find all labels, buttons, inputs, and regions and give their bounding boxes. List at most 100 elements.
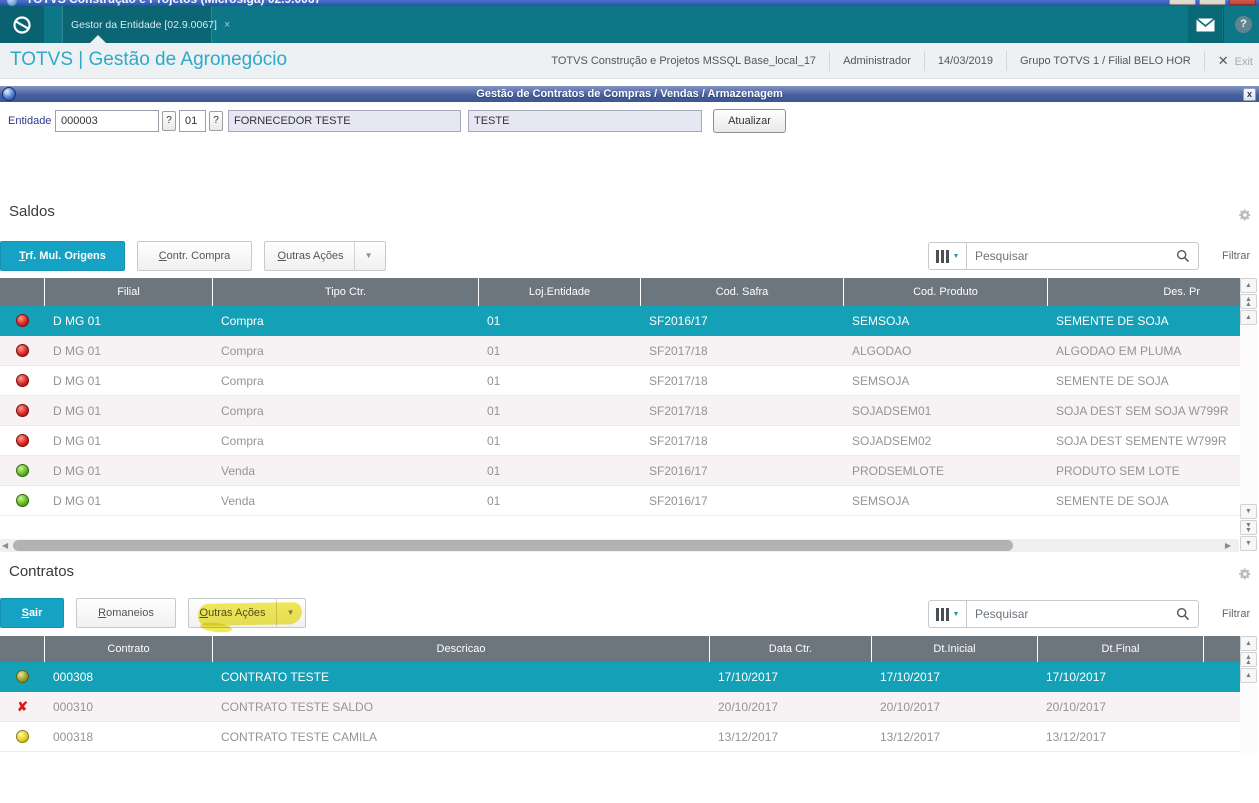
scroll-track[interactable] xyxy=(1240,684,1257,753)
column-header-contrato[interactable]: Contrato xyxy=(45,636,213,662)
tab-gestor-entidade[interactable]: Gestor da Entidade [02.9.0067] × xyxy=(62,6,230,43)
saldos-search-group: ▼ xyxy=(928,242,1199,270)
header-divider xyxy=(829,50,831,71)
scroll-top-icon[interactable]: ▲ ▲ xyxy=(1240,294,1257,309)
cell-filial: D MG 01 xyxy=(53,313,102,328)
romaneios-button[interactable]: Romaneios xyxy=(76,598,176,628)
table-row[interactable]: D MG 01 Venda 01 SF2016/17 SEMSOJA SEMENTE DE… xyxy=(0,486,1240,516)
search-icon[interactable] xyxy=(1176,249,1190,263)
scrollbar-thumb[interactable] xyxy=(13,540,1013,551)
column-header-descricao[interactable]: Descricao xyxy=(213,636,710,662)
table-row[interactable]: D MG 01 Compra 01 SF2017/18 SOJADSEM02 SOJA D… xyxy=(0,426,1240,456)
table-row[interactable]: D MG 01 Compra 01 SF2017/18 SEMSOJA SEMENTE D… xyxy=(0,366,1240,396)
trf-mul-origens-button[interactable]: Trf. Mul. Origens xyxy=(0,241,125,271)
column-header-des-pr[interactable]: Des. Pr xyxy=(1163,286,1200,298)
column-header-dt-inicial[interactable]: Dt.Inicial xyxy=(872,636,1038,662)
scroll-down-icon[interactable]: ▼ xyxy=(1240,536,1257,551)
scroll-right-icon[interactable]: ▶ xyxy=(1224,541,1231,550)
column-header-dt-final[interactable]: Dt.Final xyxy=(1038,636,1204,662)
cell-filial: D MG 01 xyxy=(53,493,102,508)
cell-filial: D MG 01 xyxy=(53,343,102,358)
column-header-status[interactable] xyxy=(0,278,45,306)
help-icon[interactable]: ? xyxy=(1235,16,1252,33)
scroll-track[interactable] xyxy=(1240,326,1257,504)
saldos-filtrar-link[interactable]: Filtrar xyxy=(1222,250,1251,262)
active-tab-pointer xyxy=(90,35,106,43)
column-header-cod-safra[interactable]: Cod. Safra xyxy=(641,278,844,306)
yellow-circle-icon xyxy=(16,730,29,743)
column-header-data-ctr-[interactable]: Data Ctr. xyxy=(710,636,872,662)
contratos-outras-acoes-button[interactable]: Outras Ações ▼ xyxy=(188,598,306,628)
saldos-settings-icon[interactable] xyxy=(1238,208,1252,227)
dialog-titlebar: Gestão de Contratos de Compras / Vendas … xyxy=(0,86,1259,102)
scroll-up-icon[interactable]: ▲ xyxy=(1240,668,1257,683)
saldos-horizontal-scrollbar[interactable]: ◀ ▶ xyxy=(0,539,1239,552)
branch-info: Grupo TOTVS 1 / Filial BELO HOR xyxy=(1019,54,1191,67)
mail-button[interactable] xyxy=(1188,6,1222,43)
saldos-vertical-scrollbar[interactable]: ▲ ▲ ▲ ▲ ▼ ▼ ▼ ▼ xyxy=(1240,278,1257,551)
table-row[interactable]: D MG 01 Compra 01 SF2017/18 ALGODAO ALGODAO E… xyxy=(0,336,1240,366)
store-lookup-button[interactable]: ? xyxy=(209,111,223,131)
user-info: Administrador xyxy=(843,54,911,67)
table-row[interactable]: 000308 CONTRATO TESTE 17/10/2017 17/10/2017… xyxy=(0,662,1240,692)
olive-circle-icon xyxy=(16,670,29,683)
scroll-up-icon[interactable]: ▲ xyxy=(1240,278,1257,293)
cell-empty xyxy=(1204,692,1240,721)
saldos-outras-acoes-button[interactable]: Outras Ações ▼ xyxy=(264,241,386,271)
entity-code-input[interactable] xyxy=(55,110,159,132)
table-row[interactable]: 000318 CONTRATO TESTE CAMILA 13/12/2017 13/… xyxy=(0,722,1240,752)
entity-lookup-button[interactable]: ? xyxy=(162,111,176,131)
refresh-button[interactable]: Atualizar xyxy=(713,109,786,133)
scroll-bottom-icon[interactable]: ▼ ▼ xyxy=(1240,520,1257,535)
scroll-left-icon[interactable]: ◀ xyxy=(2,541,9,550)
table-row[interactable]: ✘ 000310 CONTRATO TESTE SALDO 20/10/2017 20/… xyxy=(0,692,1240,722)
minimize-button[interactable] xyxy=(1169,0,1196,5)
scroll-top-icon[interactable]: ▲ ▲ xyxy=(1240,652,1257,667)
maximize-button[interactable] xyxy=(1199,0,1226,5)
red-circle-icon xyxy=(16,374,29,387)
cell-filial: D MG 01 xyxy=(53,403,102,418)
dialog-close-button[interactable]: x xyxy=(1243,88,1256,101)
column-header-status[interactable] xyxy=(0,636,45,662)
column-header-loj-entidade[interactable]: Loj.Entidade xyxy=(479,278,641,306)
totvs-logo-icon xyxy=(13,15,31,34)
column-header-status[interactable] xyxy=(1204,636,1240,662)
saldos-column-chooser-button[interactable]: ▼ xyxy=(928,242,967,270)
contratos-settings-icon[interactable] xyxy=(1238,567,1252,586)
entity-store-input[interactable] xyxy=(179,110,206,132)
cell-data_ctr: 13/12/2017 xyxy=(718,729,779,744)
sair-button[interactable]: Sair xyxy=(0,598,64,628)
app-logo[interactable] xyxy=(0,6,44,43)
scroll-up-icon[interactable]: ▲ xyxy=(1240,636,1257,651)
cell-safra: SF2017/18 xyxy=(649,343,708,358)
cell-produto: PRODSEMLOTE xyxy=(852,463,945,478)
entity-name-field[interactable] xyxy=(228,110,461,132)
table-row[interactable]: D MG 01 Compra 01 SF2017/18 SOJADSEM01 SOJA D… xyxy=(0,396,1240,426)
table-row[interactable]: D MG 01 Venda 01 SF2016/17 PRODSEMLOTE PRODUT… xyxy=(0,456,1240,486)
tab-close-icon[interactable]: × xyxy=(223,18,231,31)
table-row[interactable]: D MG 01 Compra 01 SF2016/17 SEMSOJA SEMENTE D… xyxy=(0,306,1240,336)
cell-descricao: CONTRATO TESTE xyxy=(221,669,330,684)
contr-compra-button[interactable]: Contr. Compra xyxy=(137,241,252,271)
cell-contrato: 000308 xyxy=(53,669,94,684)
cell-descricao: SOJA DEST SEM SOJA W799R xyxy=(1056,403,1229,418)
cell-filial: D MG 01 xyxy=(53,433,102,448)
scroll-up-icon[interactable]: ▲ xyxy=(1240,310,1257,325)
contratos-filtrar-link[interactable]: Filtrar xyxy=(1222,608,1251,620)
contratos-search-input[interactable] xyxy=(975,607,1176,621)
exit-button[interactable]: ✕ Exit xyxy=(1217,52,1253,68)
scroll-down-icon[interactable]: ▼ xyxy=(1240,504,1257,519)
contratos-vertical-scrollbar[interactable]: ▲ ▲ ▲ ▲ xyxy=(1240,636,1257,753)
column-header-filial[interactable]: Filial xyxy=(45,278,213,306)
close-button[interactable] xyxy=(1229,0,1256,5)
cell-dt_final: 13/12/2017 xyxy=(1046,729,1107,744)
contratos-toolbar: Sair Romaneios Outras Ações ▼ xyxy=(0,598,920,634)
search-icon[interactable] xyxy=(1176,607,1190,621)
column-header-cod-produto[interactable]: Cod. Produto xyxy=(844,278,1048,306)
contratos-column-chooser-button[interactable]: ▼ xyxy=(928,600,967,628)
column-header-tipo-ctr-[interactable]: Tipo Ctr. xyxy=(213,278,479,306)
entity-shortname-field[interactable] xyxy=(468,110,702,132)
contratos-table-body: 000308 CONTRATO TESTE 17/10/2017 17/10/2017… xyxy=(0,662,1240,752)
saldos-search-input[interactable] xyxy=(975,249,1176,263)
